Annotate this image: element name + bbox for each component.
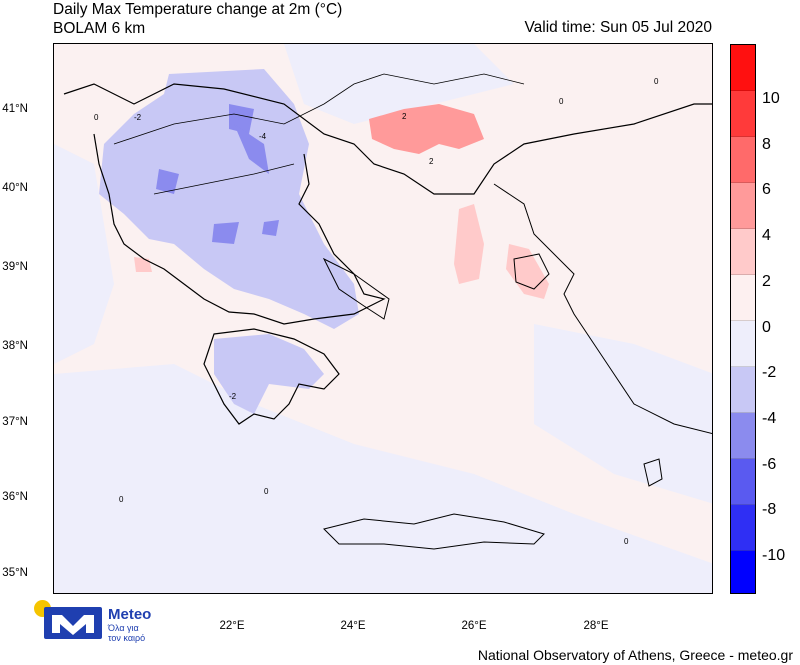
colorbar-segment [731,459,755,506]
lat-label: 40°N [2,182,28,194]
lon-label: 22°E [219,620,245,632]
colorbar-segment [731,183,755,230]
logo-tagline-line: τον καιρό [108,633,146,643]
meteo-logo[interactable]: Meteo Όλα για τον καιρό [32,597,192,647]
lat-label: 37°N [2,416,28,428]
colorbar-segment [731,321,755,368]
contour-label: 0 [624,537,629,546]
map-canvas[interactable]: 0 -2 -4 2 2 -2 0 0 0 0 0 [53,43,713,594]
neg-field-east [534,324,712,504]
contour-label: 0 [119,495,124,504]
colorbar-segment [731,551,755,593]
colorbar-label: -8 [762,501,777,518]
colorbar-segment [731,367,755,414]
coastline-crete [323,513,545,550]
model-name: BOLAM 6 km [53,20,146,37]
neg-field-west [54,144,114,364]
lon-label: 26°E [461,620,487,632]
logo-name: Meteo [108,606,152,623]
coastline-euboea [322,257,390,320]
logo-tagline-line: Όλα για [108,623,139,633]
cold-core-5 [262,220,279,236]
warm-region-west [134,257,152,272]
colorbar-label: 2 [762,273,771,290]
colorbar-segment [731,413,755,460]
map-title: Daily Max Temperature change at 2m (°C) [53,1,343,18]
lat-label: 38°N [2,340,28,352]
warm-region-thrace [369,104,484,154]
border-lines [113,73,525,195]
colorbar [730,44,756,594]
title-block: Daily Max Temperature change at 2m (°C) … [53,0,342,38]
m-logo-icon [44,607,102,639]
lon-label: 24°E [340,620,366,632]
cool-region-north [99,69,359,329]
coastline-rhodes [643,458,663,487]
colorbar-segment [731,91,755,138]
contour-label: 0 [654,77,659,86]
cold-core-2 [234,124,269,174]
colorbar-segment [731,275,755,322]
coastline-turkey [493,183,712,435]
contour-label: -4 [259,132,267,141]
warm-region-lemnos [454,204,484,284]
contour-label: -2 [134,113,142,122]
colorbar-label: 6 [762,181,771,198]
cool-region-peloponnese [214,334,324,414]
colorbar-segment [731,137,755,184]
credit-line: National Observatory of Athens, Greece -… [477,647,793,663]
coastline-lesbos [513,253,550,290]
logo-tagline: Όλα για τον καιρό [108,623,145,643]
colorbar-label: 8 [762,136,771,153]
colorbar-label: -4 [762,410,777,427]
contour-label: 0 [94,113,99,122]
map-svg: 0 -2 -4 2 2 -2 0 0 0 0 0 [54,44,712,593]
contour-label: -2 [229,392,237,401]
lat-label: 39°N [2,261,28,273]
colorbar-segment [731,229,755,276]
colorbar-label: 4 [762,227,771,244]
colorbar-segment [731,505,755,552]
valid-time: Valid time: Sun 05 Jul 2020 [524,19,712,36]
cold-core-4 [212,222,239,244]
contour-label: 0 [559,97,564,106]
warm-region-lesbos [506,244,549,299]
colorbar-segment [731,45,755,92]
lon-label: 28°E [583,620,609,632]
colorbar-label: -2 [762,364,777,381]
lat-label: 41°N [2,103,28,115]
colorbar-label: 10 [762,90,780,107]
neg-field-north [284,44,514,124]
contour-label: 2 [429,157,434,166]
neg-field-south [54,364,712,593]
contour-label: 2 [402,112,407,121]
lat-label: 35°N [2,567,28,579]
colorbar-label: 0 [762,319,771,336]
colorbar-label: -10 [762,547,786,564]
contour-label: 0 [264,487,269,496]
lat-label: 36°N [2,491,28,503]
coastline-mainland [63,83,712,425]
cold-core-3 [156,169,179,194]
colorbar-label: -6 [762,456,777,473]
